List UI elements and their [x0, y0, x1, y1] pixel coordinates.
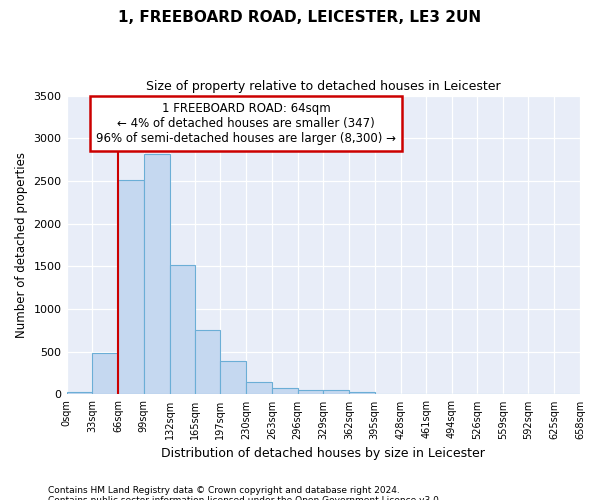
Bar — [298, 390, 323, 394]
Bar — [220, 361, 246, 394]
Bar — [272, 388, 298, 394]
Text: 1, FREEBOARD ROAD, LEICESTER, LE3 2UN: 1, FREEBOARD ROAD, LEICESTER, LE3 2UN — [118, 10, 482, 25]
Bar — [195, 330, 220, 394]
Title: Size of property relative to detached houses in Leicester: Size of property relative to detached ho… — [146, 80, 500, 93]
Bar — [92, 354, 118, 395]
Text: Contains public sector information licensed under the Open Government Licence v3: Contains public sector information licen… — [48, 496, 442, 500]
Text: Contains HM Land Registry data © Crown copyright and database right 2024.: Contains HM Land Registry data © Crown c… — [48, 486, 400, 495]
Bar — [323, 390, 349, 394]
Text: 1 FREEBOARD ROAD: 64sqm
← 4% of detached houses are smaller (347)
96% of semi-de: 1 FREEBOARD ROAD: 64sqm ← 4% of detached… — [96, 102, 396, 146]
Bar — [144, 154, 170, 394]
Bar — [349, 392, 375, 394]
X-axis label: Distribution of detached houses by size in Leicester: Distribution of detached houses by size … — [161, 447, 485, 460]
Bar — [170, 266, 195, 394]
Bar — [118, 180, 144, 394]
Bar — [246, 382, 272, 394]
Bar — [67, 392, 92, 394]
Y-axis label: Number of detached properties: Number of detached properties — [15, 152, 28, 338]
